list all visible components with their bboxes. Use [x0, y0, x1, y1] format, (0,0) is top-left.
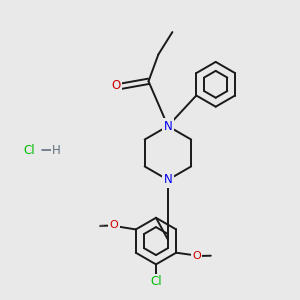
Text: O: O: [192, 251, 201, 261]
Text: N: N: [164, 120, 172, 133]
Text: Cl: Cl: [150, 275, 162, 288]
Text: methoxy: methoxy: [98, 224, 105, 226]
Text: O: O: [110, 220, 118, 230]
Text: N: N: [164, 173, 172, 186]
Text: H: H: [52, 143, 61, 157]
Text: O: O: [112, 79, 121, 92]
Text: Cl: Cl: [24, 143, 35, 157]
